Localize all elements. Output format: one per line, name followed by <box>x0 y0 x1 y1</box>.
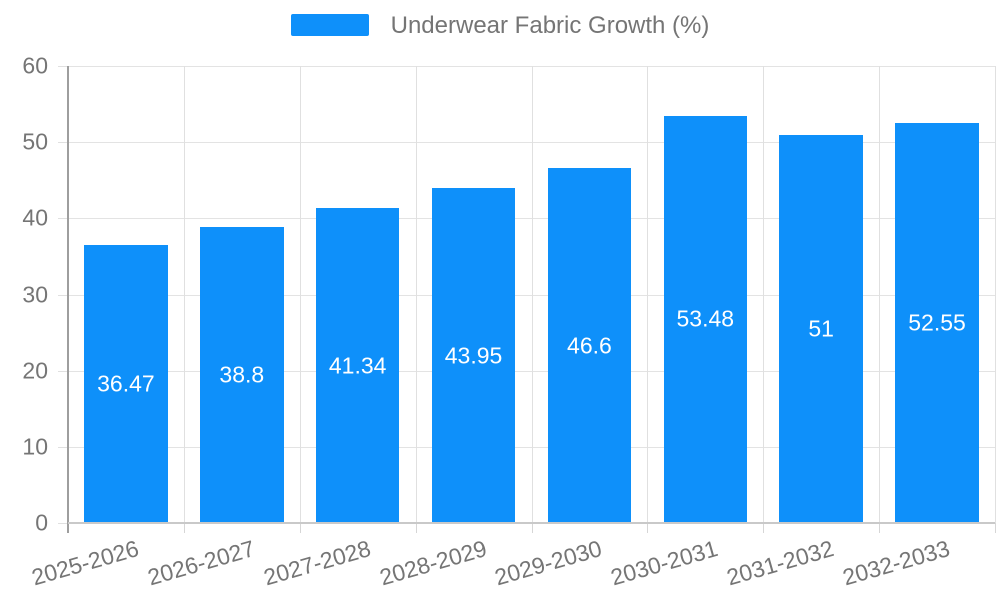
legend-item[interactable]: Underwear Fabric Growth (%) <box>0 12 1000 38</box>
bar-value-label: 36.47 <box>97 370 155 397</box>
bar: 43.95 <box>431 188 516 523</box>
x-gridline <box>299 66 301 523</box>
bar: 36.47 <box>84 245 168 523</box>
x-axis-tick <box>879 523 881 533</box>
bar: 51 <box>779 134 863 523</box>
x-gridline <box>415 66 417 523</box>
x-tick-label: 2032-2033 <box>839 535 953 591</box>
bar-value-label: 52.55 <box>908 309 966 336</box>
bar-value-label: 53.48 <box>676 305 735 332</box>
x-tick-label: 2030-2031 <box>608 535 721 591</box>
x-axis-tick <box>415 523 417 533</box>
y-axis-tick <box>58 66 68 67</box>
bar-value-label: 46.6 <box>567 332 612 359</box>
y-tick-label: 20 <box>22 357 48 384</box>
x-axis-tick <box>995 523 996 533</box>
x-tick-label: 2026-2027 <box>144 535 258 591</box>
y-tick-label: 0 <box>35 509 48 536</box>
y-axis-line <box>67 66 69 533</box>
y-axis-labels: 0 10 20 30 40 50 60 <box>0 54 48 534</box>
x-tick-label: 2025-2026 <box>28 535 142 591</box>
y-axis-tick <box>58 218 68 220</box>
x-tick-label: 2028-2029 <box>376 535 490 591</box>
x-axis-tick <box>531 523 533 533</box>
bar-value-label: 41.34 <box>328 352 387 379</box>
x-tick-label: 2027-2028 <box>260 535 374 591</box>
y-tick-label: 30 <box>22 281 48 307</box>
x-gridline <box>183 66 185 523</box>
bar: 52.55 <box>895 122 979 523</box>
y-tick-label: 40 <box>22 204 48 231</box>
y-axis-tick <box>58 142 68 144</box>
x-axis-baseline <box>68 522 995 524</box>
y-tick-label: 60 <box>22 52 48 79</box>
x-axis-tick <box>299 523 301 533</box>
y-tick-label: 10 <box>22 433 48 460</box>
bar-value-label: 51 <box>808 315 834 342</box>
y-tick-label: 50 <box>22 128 48 155</box>
x-axis-tick <box>763 523 765 533</box>
x-gridline <box>879 66 881 523</box>
bar-value-label: 43.95 <box>444 342 503 369</box>
x-gridline <box>647 66 649 523</box>
bar: 38.8 <box>200 227 284 523</box>
bar: 46.6 <box>547 168 632 523</box>
plot-area: 36.47 38.8 41.34 43.95 46.6 53.48 51 52.55 <box>58 66 996 533</box>
x-gridline <box>995 66 996 523</box>
bar: 53.48 <box>663 115 748 523</box>
x-axis-tick <box>647 523 649 533</box>
x-axis-tick <box>183 523 185 533</box>
y-axis-tick <box>58 446 68 448</box>
bar: 41.34 <box>315 208 400 523</box>
y-axis-tick <box>58 370 68 372</box>
y-axis-tick <box>58 294 68 296</box>
x-gridline <box>531 66 533 523</box>
y-axis-tick <box>58 523 68 524</box>
legend-swatch <box>290 14 369 36</box>
x-tick-label: 2029-2030 <box>492 535 606 591</box>
x-tick-label: 2031-2032 <box>723 535 837 591</box>
x-gridline <box>763 66 765 523</box>
legend-label: Underwear Fabric Growth (%) <box>390 12 710 39</box>
bar-value-label: 38.8 <box>219 361 265 388</box>
